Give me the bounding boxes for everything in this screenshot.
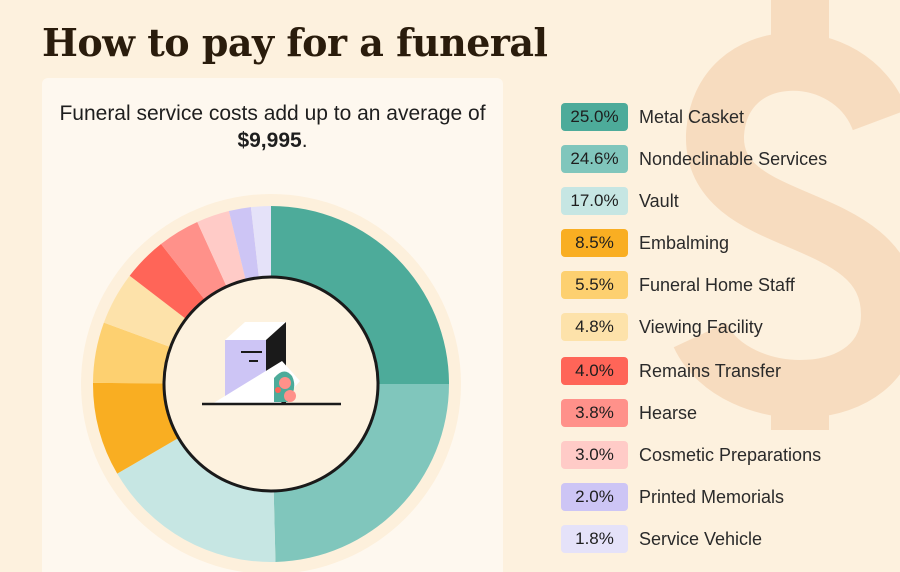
legend-label: Funeral Home Staff [639, 274, 795, 295]
slice-metal-casket [271, 206, 449, 384]
slice-funeral-home-staff [93, 322, 178, 384]
page-title: How to pay for a funeral [42, 20, 548, 65]
legend-percent-badge: 1.8% [561, 525, 628, 553]
legend-percent-badge: 4.8% [561, 313, 628, 341]
legend-item: 2.0% Printed Memorials [561, 483, 784, 511]
legend-percent-badge: 3.8% [561, 399, 628, 427]
slice-hearse [161, 222, 230, 306]
slice-service-vehicle [250, 206, 271, 285]
slice-viewing-facility [103, 275, 192, 350]
legend-item: 5.5% Funeral Home Staff [561, 271, 795, 299]
legend-item: 24.6% Nondeclinable Services [561, 145, 827, 173]
legend-item: 25.0% Metal Casket [561, 103, 744, 131]
legend-percent-badge: 3.0% [561, 441, 628, 469]
chart-legend: 25.0% Metal Casket 24.6% Nondeclinable Serv… [561, 103, 881, 553]
average-cost: $9,995 [237, 129, 302, 152]
legend-percent-badge: 8.5% [561, 229, 628, 257]
legend-percent-badge: 25.0% [561, 103, 628, 131]
legend-item: 8.5% Embalming [561, 229, 729, 257]
legend-item: 4.8% Viewing Facility [561, 313, 763, 341]
chart-card: Funeral service costs add up to an avera… [42, 78, 503, 572]
slice-nondeclinable-services [273, 384, 449, 562]
legend-percent-badge: 17.0% [561, 187, 628, 215]
slice-printed-memorials [228, 207, 260, 287]
legend-label: Viewing Facility [639, 316, 763, 337]
legend-item: 3.8% Hearse [561, 399, 697, 427]
legend-percent-badge: 4.0% [561, 357, 628, 385]
slice-vault [117, 434, 276, 562]
legend-label: Nondeclinable Services [639, 148, 828, 169]
legend-label: Metal Casket [639, 106, 745, 127]
legend-label: Cosmetic Preparations [639, 444, 822, 465]
legend-label: Embalming [639, 232, 730, 253]
casket-with-flowers-icon [202, 322, 341, 406]
legend-label: Printed Memorials [639, 486, 785, 507]
legend-label: Service Vehicle [639, 528, 763, 549]
legend-label: Vault [639, 190, 679, 211]
legend-item: 4.0% Remains Transfer [561, 357, 781, 385]
subtitle-text: Funeral service costs add up to an avera… [59, 102, 486, 125]
legend-item: 17.0% Vault [561, 187, 679, 215]
slice-embalming [93, 382, 185, 474]
subtitle-period: . [301, 129, 308, 152]
legend-item: 3.0% Cosmetic Preparations [561, 441, 821, 469]
legend-label: Remains Transfer [639, 360, 782, 381]
legend-percent-badge: 24.6% [561, 145, 628, 173]
legend-label: Hearse [639, 402, 698, 423]
chart-subtitle: Funeral service costs add up to an avera… [42, 100, 503, 154]
legend-percent-badge: 5.5% [561, 271, 628, 299]
legend-percent-badge: 2.0% [561, 483, 628, 511]
legend-item: 1.8% Service Vehicle [561, 525, 762, 553]
slice-cosmetic-preparations [197, 211, 248, 293]
donut-chart [81, 194, 461, 572]
slice-remains-transfer [129, 244, 210, 324]
